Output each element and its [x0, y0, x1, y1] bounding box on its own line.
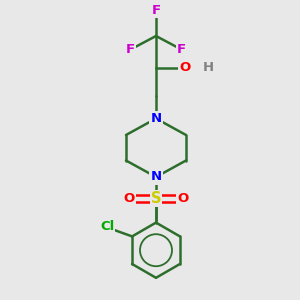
- Text: O: O: [179, 61, 190, 74]
- Text: S: S: [151, 191, 161, 206]
- Text: Cl: Cl: [100, 220, 114, 233]
- Text: N: N: [150, 170, 162, 184]
- Text: O: O: [123, 192, 135, 205]
- Text: F: F: [152, 4, 160, 17]
- Text: F: F: [126, 43, 135, 56]
- Text: O: O: [177, 192, 189, 205]
- Text: F: F: [177, 43, 186, 56]
- Text: N: N: [150, 112, 162, 125]
- Text: H: H: [203, 61, 214, 74]
